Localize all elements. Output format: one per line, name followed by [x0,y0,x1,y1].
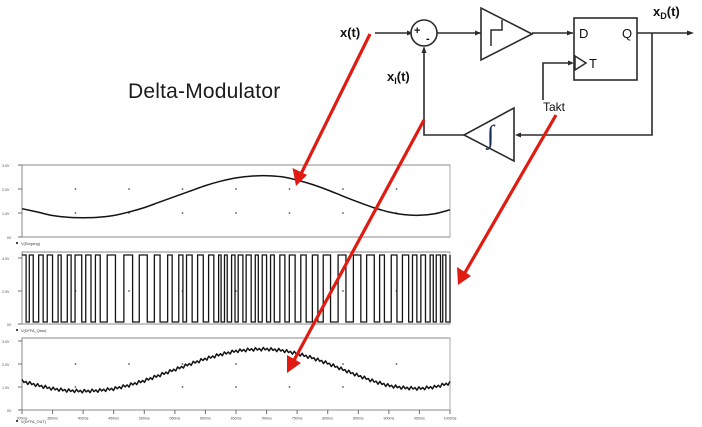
x-axis-tick-label: 950ms [414,417,425,421]
grid-dot [128,290,130,292]
grid-dot [181,386,184,388]
output-signal-label: xD(t) [653,4,680,21]
plot-1-ytick-0: 3.0V [2,164,10,168]
x-axis-tick-label: 750ms [292,417,303,421]
x-axis-tick-label: 600ms [200,417,211,421]
plot-3-ytick-2: 1.0V [2,386,10,390]
clock-triangle-icon [574,54,588,72]
grid-dot [342,386,344,388]
grid-dot [128,363,130,365]
step-function-icon [490,20,503,46]
plot-1-ytick-1: 2.0V [2,188,10,192]
wire-feedback-to-integrator [519,33,653,136]
clock-label: Takt [543,100,566,114]
d-flip-flop-block: D Q T [573,17,638,81]
plot-3-ytick-0: 3.0V [2,340,10,344]
x-axis-tick-label: 500ms [139,417,150,421]
plot-2-ytick-1: 2.0V [2,290,10,294]
x-axis-tick-label: 850ms [353,417,364,421]
grid-dot [235,363,237,365]
plot-2-legend: V(DFFA_Qbar) [21,329,47,333]
arrowhead-into-d [567,30,573,36]
sum-minus-sign: - [426,33,430,45]
grid-dot [74,386,77,388]
grid-dot [181,363,184,365]
dff-pin-d-label: D [579,26,588,41]
plot-3-legend: V(DFFA_OUT) [21,420,47,424]
plot-2-ytick-0: 4.0V [2,257,10,261]
grid-dot [74,363,77,365]
dff-pin-t-label: T [589,56,597,71]
summing-junction: + - [410,19,438,47]
arrowhead-output [687,30,694,36]
x-axis-tick-label: 350ms [47,417,58,421]
grid-dot [74,188,77,190]
x-axis-tick-label: 1000ms [444,417,457,421]
grid-dot [235,188,237,190]
arrowhead-into-integrator [515,132,521,138]
arrowhead-into-t [568,60,574,66]
comparator-block [480,6,534,62]
feedback-signal-label: xI(t) [387,69,410,86]
sum-plus-sign: + [414,25,420,37]
grid-dot [74,212,77,214]
dff-pin-q-label: Q [622,26,632,41]
x-axis-tick-label: 450ms [108,417,119,421]
plot-3-ytick-3: 0V [7,409,12,413]
plot-1-legend: V(Eingang) [21,242,41,246]
plot-1-ytick-3: 0V [7,236,12,240]
plot-1-ytick-2: 1.0V [2,212,10,216]
x-axis-tick-label: 400ms [78,417,89,421]
arrowhead-into-sum-minus [421,46,427,53]
wire-integrator-to-sum [423,50,464,136]
grid-dot [288,188,291,190]
grid-dot [128,188,130,190]
x-axis-tick-label: 900ms [384,417,395,421]
grid-dot [181,212,184,214]
x-axis-tick-label: 700ms [261,417,272,421]
page-title: Delta-Modulator [128,80,281,103]
plot-3-waveform [21,346,451,394]
grid-dot [181,188,184,190]
x-axis-tick-label: 650ms [231,417,242,421]
arrowhead-into-comparator [475,30,481,36]
grid-dot [288,386,291,388]
input-signal-label: x(t) [340,25,360,40]
grid-dot [288,212,291,214]
wire-clock [542,62,570,100]
x-axis-tick-label: 800ms [322,417,333,421]
integrator-block: ∫ [462,106,515,163]
x-axis-tick-label: 300ms [17,417,28,421]
grid-dot [235,386,237,388]
arrowhead-into-sum [407,30,413,36]
plot-2-ytick-2: 0V [7,323,12,327]
plot-3-ytick-1: 2.0V [2,363,10,367]
x-axis-tick-label: 550ms [170,417,181,421]
grid-dot [235,212,237,214]
